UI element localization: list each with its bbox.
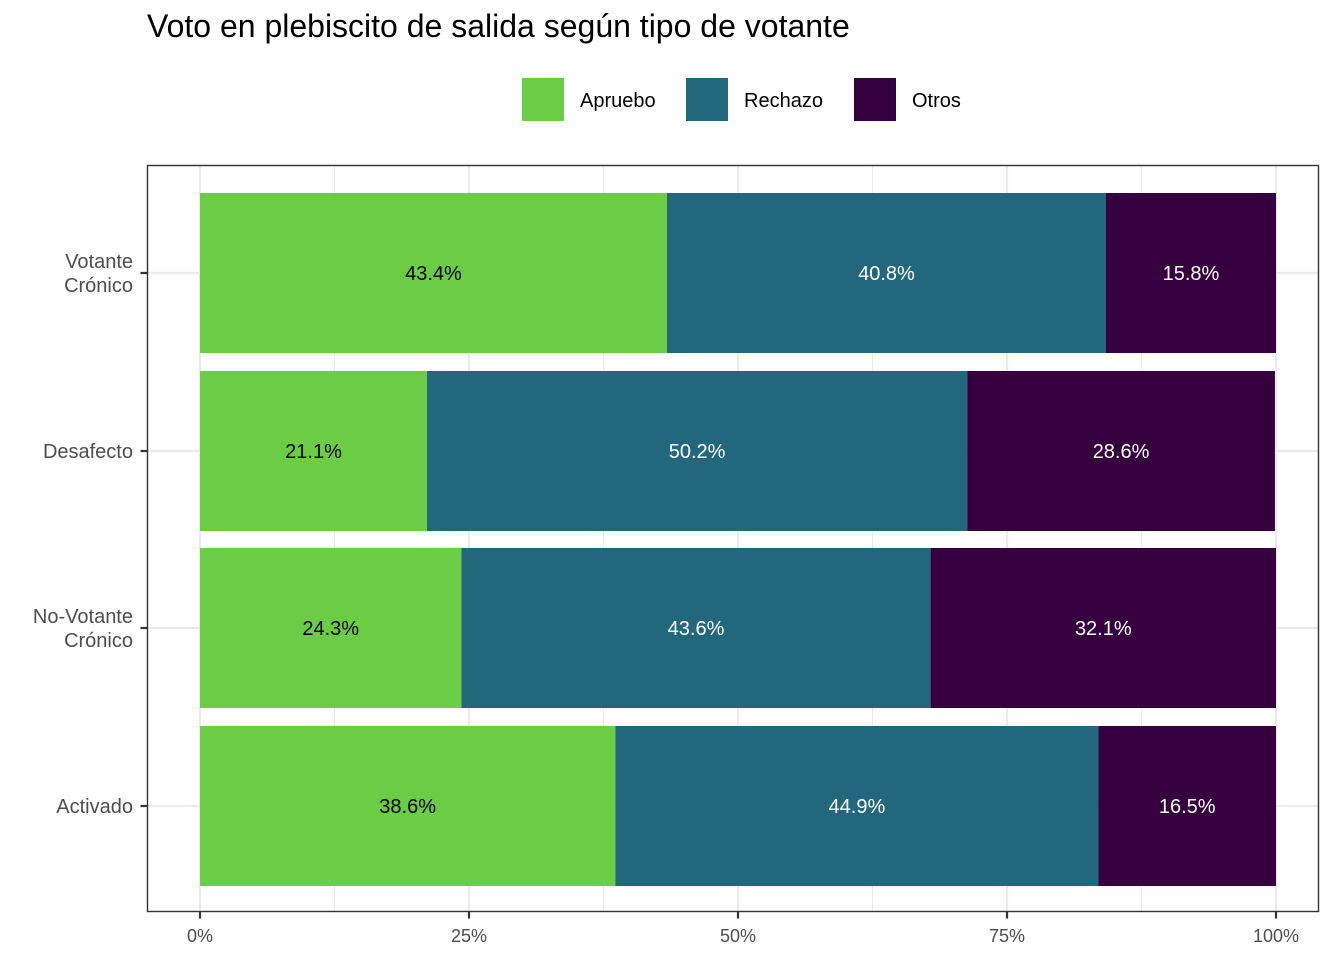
bars	[200, 193, 1276, 886]
legend-label-rechazo: Rechazo	[744, 90, 823, 112]
legend-label-apruebo: Apruebo	[580, 90, 656, 112]
x-axis: 0% 25% 50% 75% 100%	[187, 911, 1299, 946]
y-tick-label: Activado	[56, 796, 133, 818]
y-tick-label: No-Votante Crónico	[33, 606, 133, 652]
x-tick-label: 25%	[451, 926, 487, 946]
y-tick-label: Votante Crónico	[64, 251, 133, 297]
data-label-rechazo-3: 44.9%	[829, 796, 886, 818]
bar-otros-3	[1098, 726, 1276, 886]
data-label-otros-2: 32.1%	[1075, 618, 1132, 640]
data-label-apruebo-0: 43.4%	[405, 263, 462, 285]
plot-border	[146, 164, 1320, 913]
data-label-otros-0: 15.8%	[1163, 263, 1220, 285]
x-tick-label: 75%	[989, 926, 1025, 946]
x-tick-label: 100%	[1253, 926, 1299, 946]
bar-rechazo-0	[666, 193, 1106, 353]
legend-key-rechazo	[686, 78, 728, 121]
legend-key-apruebo	[522, 78, 564, 121]
data-labels: 43.4% 40.8% 15.8% 21.1% 50.2% 28.6% 24.3% 43.6%…	[285, 263, 1219, 818]
bar-rechazo-1	[427, 371, 968, 531]
chart-title: Voto en plebiscito de salida según tipo …	[147, 8, 850, 44]
bar-otros-2	[930, 548, 1276, 708]
bar-rechazo-2	[461, 548, 931, 708]
data-label-apruebo-2: 24.3%	[302, 618, 359, 640]
y-tick-label: Desafecto	[43, 441, 133, 463]
legend-label-otros: Otros	[912, 90, 961, 112]
data-label-apruebo-3: 38.6%	[379, 796, 436, 818]
data-label-otros-3: 16.5%	[1159, 796, 1216, 818]
data-label-rechazo-0: 40.8%	[858, 263, 915, 285]
bar-apruebo-3	[200, 726, 616, 886]
legend-key-otros	[854, 78, 896, 121]
bar-otros-0	[1105, 193, 1276, 353]
data-label-apruebo-1: 21.1%	[285, 441, 342, 463]
bar-apruebo-0	[200, 193, 667, 353]
bar-apruebo-1	[200, 371, 428, 531]
data-label-rechazo-1: 50.2%	[669, 441, 726, 463]
bar-rechazo-3	[615, 726, 1099, 886]
data-label-otros-1: 28.6%	[1093, 441, 1150, 463]
data-label-rechazo-2: 43.6%	[668, 618, 725, 640]
bar-apruebo-2	[200, 548, 462, 708]
x-tick-label: 0%	[187, 926, 213, 946]
bar-otros-1	[967, 371, 1275, 531]
x-tick-label: 50%	[720, 926, 756, 946]
y-axis: Votante Crónico Desafecto No-Votante Crónico…	[33, 251, 148, 818]
legend: Apruebo Rechazo Otros	[522, 78, 961, 121]
